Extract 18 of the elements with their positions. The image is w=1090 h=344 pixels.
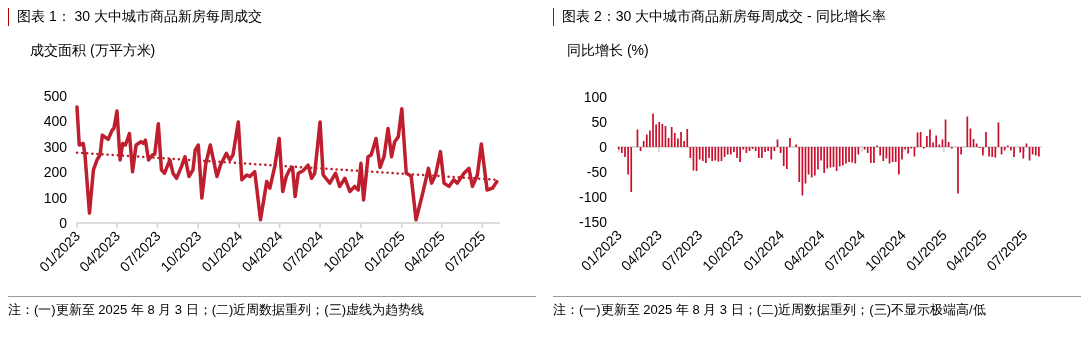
y-tick-label: -100 [578, 189, 608, 205]
y-tick-label: -150 [578, 214, 608, 230]
text: 注：(一)更新至 2025 年 8 月 3 日；(二)近周数据重列；(三)不显示极端高/低 [553, 301, 987, 319]
y-tick-label: -50 [586, 164, 608, 180]
chart-title: 图表 2：30 大中城市商品新房每周成交 - 同比增长率 [553, 8, 886, 26]
y-tick-label: 50 [591, 114, 608, 130]
y-tick-label: 200 [43, 164, 68, 181]
y-tick-label: 0 [599, 139, 608, 155]
y-axis-title: 同比增长 (%) [567, 42, 649, 60]
y-axis-title: 成交面积 (万平方米) [30, 42, 156, 60]
y-tick-label: 300 [43, 138, 68, 155]
y-tick-label: 500 [43, 88, 68, 104]
y-tick-label: 400 [43, 113, 68, 130]
y-tick-label: 100 [43, 189, 68, 206]
y-tick-label: 100 [583, 89, 608, 105]
text: 注：(一)更新至 2025 年 8 月 3 日；(二)近周数据重列；(三)虚线为趋势线 [8, 301, 426, 319]
chart-title: 图表 1： 30 大中城市商品新房每周成交 [8, 8, 263, 26]
y-tick-label: 0 [59, 215, 68, 231]
